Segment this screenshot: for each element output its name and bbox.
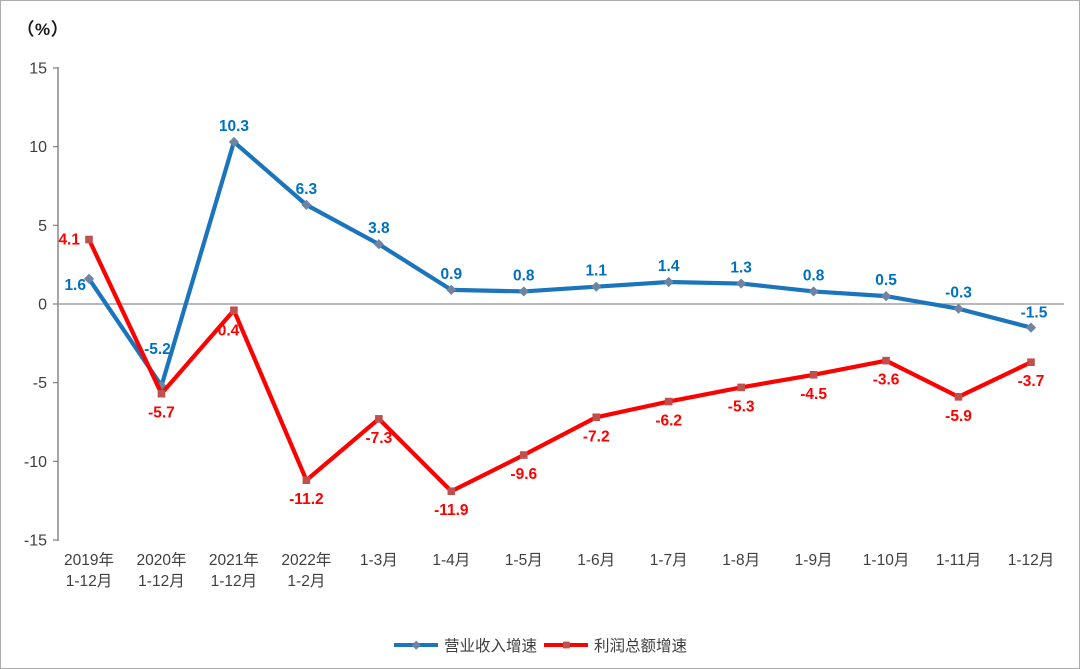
square-marker <box>448 487 456 495</box>
data-label: -11.9 <box>434 502 469 519</box>
data-label: -6.2 <box>655 413 682 430</box>
square-marker <box>85 236 93 244</box>
y-tick-label: -10 <box>24 454 47 471</box>
square-marker <box>665 398 673 406</box>
legend-item-1: 利润总额增速 <box>543 634 687 656</box>
data-label: -5.9 <box>945 408 972 425</box>
data-label: 1.3 <box>730 260 752 277</box>
square-marker <box>230 306 238 314</box>
y-tick-label: 10 <box>29 139 47 156</box>
square-marker <box>303 476 311 484</box>
diamond-marker <box>881 291 891 301</box>
legend-label-1: 利润总额增速 <box>594 634 687 656</box>
chart-frame: （%） 151050-5-10-151.6-5.210.36.33.80.90.… <box>0 0 1080 669</box>
square-marker <box>375 415 383 423</box>
chart-legend: 营业收入增速 利润总额增速 <box>1 634 1079 656</box>
line-chart-plot: 15 10 5 0 -5 -10 -15 1.6 -5.2 10.3 6.3 3.8 0.9 0.8 1.1… <box>1 1 1079 668</box>
data-label: 0.8 <box>803 267 825 284</box>
data-label: 10.3 <box>219 118 250 135</box>
diamond-marker <box>809 286 819 296</box>
data-label: -3.7 <box>1018 373 1045 390</box>
data-label: 3.8 <box>368 220 390 237</box>
series-line-0 <box>89 142 1031 386</box>
diamond-marker <box>519 286 529 296</box>
data-label: 1.6 <box>64 277 86 294</box>
data-label: -0.3 <box>945 285 972 302</box>
data-label: -5.3 <box>728 398 755 415</box>
data-label: -5.2 <box>144 341 171 358</box>
data-label: -5.7 <box>148 405 175 422</box>
data-label: 0.8 <box>513 267 535 284</box>
data-label: -1.5 <box>1021 305 1048 322</box>
data-label: -7.3 <box>365 430 392 447</box>
data-label: -0.4 <box>213 322 240 339</box>
diamond-marker <box>664 277 674 287</box>
data-label: -11.2 <box>289 491 323 508</box>
data-label: -7.2 <box>583 428 610 445</box>
data-label: 4.1 <box>58 231 80 248</box>
square-marker <box>1027 358 1035 366</box>
legend-square-swatch <box>543 638 589 652</box>
y-tick-label: -15 <box>24 533 47 550</box>
data-label: -3.6 <box>873 372 900 389</box>
data-label: -9.6 <box>510 466 537 483</box>
diamond-marker <box>736 278 746 288</box>
data-label: 1.1 <box>585 263 607 280</box>
square-marker <box>520 451 528 459</box>
square-marker <box>592 413 600 421</box>
y-tick-label: -5 <box>33 375 47 392</box>
diamond-marker <box>953 304 963 314</box>
data-label: 1.4 <box>658 258 680 275</box>
data-label: 0.5 <box>875 272 897 289</box>
square-marker <box>737 384 745 392</box>
legend-label-0: 营业收入增速 <box>444 634 537 656</box>
data-label: -4.5 <box>800 386 827 403</box>
diamond-marker <box>591 282 601 292</box>
diamond-marker <box>1026 323 1036 333</box>
square-marker <box>955 393 963 401</box>
legend-item-0: 营业收入增速 <box>393 634 537 656</box>
legend-diamond-swatch <box>393 638 439 652</box>
y-tick-label: 15 <box>29 61 47 78</box>
square-marker <box>882 357 890 365</box>
y-tick-label: 0 <box>38 297 47 314</box>
square-marker <box>158 390 166 398</box>
square-marker <box>810 371 818 379</box>
data-label: 0.9 <box>441 266 463 283</box>
data-label: 6.3 <box>296 181 318 198</box>
y-tick-label: 5 <box>38 218 47 235</box>
